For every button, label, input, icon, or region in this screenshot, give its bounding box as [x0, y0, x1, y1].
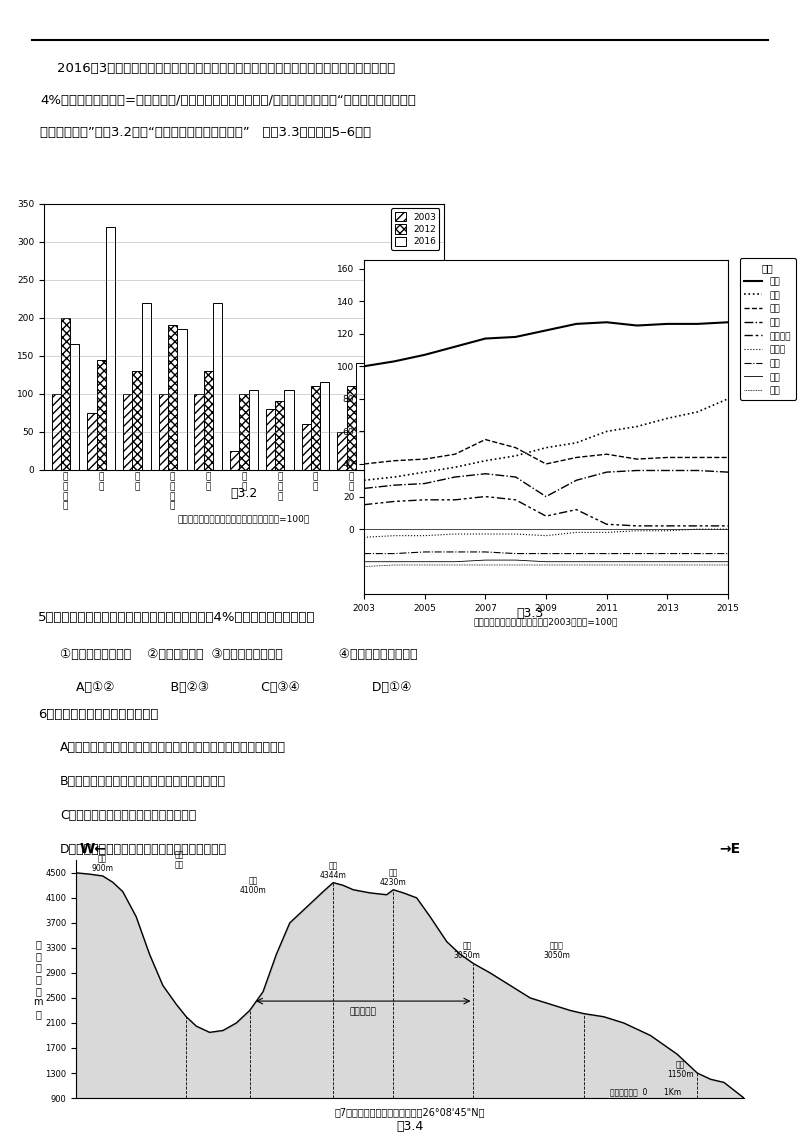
Bar: [249, 391, 258, 470]
Bar: [87, 413, 97, 470]
Bar: [106, 226, 115, 470]
Bar: [427, 402, 437, 470]
Bar: [275, 402, 284, 470]
Text: B．中国单位劳动力成本和生产效率都在持续上升: B．中国单位劳动力成本和生产效率都在持续上升: [60, 775, 226, 788]
Bar: [391, 447, 401, 470]
Bar: [61, 318, 70, 470]
Bar: [123, 394, 132, 470]
Bar: [168, 325, 178, 470]
Bar: [70, 344, 79, 470]
Text: 图3.3: 图3.3: [516, 607, 544, 620]
Bar: [310, 386, 320, 470]
Bar: [142, 302, 150, 470]
Y-axis label: 海
拔
高
度
（
m
）: 海 拔 高 度 （ m ）: [34, 940, 43, 1019]
Bar: [418, 451, 427, 470]
Text: 保护区范围: 保护区范围: [350, 1007, 377, 1017]
Bar: [266, 409, 275, 470]
Bar: [373, 439, 382, 470]
Text: 图3.2: 图3.2: [230, 487, 258, 500]
Bar: [158, 394, 168, 470]
Text: 力成本比较图”（图3.2）和“各国制造业生产率比较图”   （图3.3），回呷5–6题。: 力成本比较图”（图3.2）和“各国制造业生产率比较图” （图3.3），回呷5–6…: [40, 126, 371, 138]
Bar: [194, 394, 204, 470]
Text: 輧7子山自然保护区地势剖面图（26°08'45"N）: 輧7子山自然保护区地势剖面图（26°08'45"N）: [334, 1107, 486, 1117]
Text: →E: →E: [719, 842, 740, 856]
Bar: [204, 371, 213, 470]
Text: 6．据图分析，下列说法正确的是: 6．据图分析，下列说法正确的是: [38, 708, 158, 720]
Text: 5．中国制造业单位劳动力成本对美国的优势缩至4%，主要原因可能是因为: 5．中国制造业单位劳动力成本对美国的优势缩至4%，主要原因可能是因为: [38, 611, 316, 624]
Text: A．一般来说，发展中国家的生产效率和劳动力成本都低于发达国家: A．一般来说，发展中国家的生产效率和劳动力成本都低于发达国家: [60, 741, 286, 754]
Text: C．印度生产率和单位劳动力成本都最低: C．印度生产率和单位劳动力成本都最低: [60, 809, 196, 822]
Bar: [97, 360, 106, 470]
Text: 4%（单位劳动力成本=劳动总报酬/总产出，或平均劳动报酬/劳动生产率）。读“各国制造业单位劳动: 4%（单位劳动力成本=劳动总报酬/总产出，或平均劳动报酬/劳动生产率）。读“各国…: [40, 94, 416, 106]
Bar: [132, 371, 142, 470]
Bar: [320, 383, 330, 470]
Bar: [230, 451, 239, 470]
Bar: [213, 302, 222, 470]
Text: ①美国劳动生产率高    ②中国原料丰富  ③美国能源比较廉价              ④中国劳动力价格上涨: ①美国劳动生产率高 ②中国原料丰富 ③美国能源比较廉价 ④中国劳动力价格上涨: [60, 648, 418, 660]
X-axis label: （制造业生产效率与美国比较，2003年美国=100）: （制造业生产效率与美国比较，2003年美国=100）: [474, 617, 618, 626]
Text: 峰顶
4344m: 峰顶 4344m: [320, 861, 346, 880]
Bar: [302, 424, 310, 470]
Legend: 美国, 日本, 英国, 德国, 澳大利亚, 墨西哥, 中国, 印度, 巴西: 美国, 日本, 英国, 德国, 澳大利亚, 墨西哥, 中国, 印度, 巴西: [740, 258, 795, 400]
Bar: [382, 447, 391, 470]
Bar: [284, 391, 294, 470]
Text: 輧顶
900m: 輧顶 900m: [92, 855, 114, 873]
Bar: [338, 431, 346, 470]
Text: 輧子
3050m: 輧子 3050m: [454, 942, 480, 960]
Bar: [356, 363, 365, 470]
Bar: [346, 386, 356, 470]
Text: 横坐标比例尺  0       1Km: 横坐标比例尺 0 1Km: [610, 1088, 682, 1097]
Bar: [409, 458, 418, 470]
Text: 公路
1150m: 公路 1150m: [667, 1061, 694, 1079]
Text: 峰顶
4230m: 峰顶 4230m: [380, 868, 406, 886]
Bar: [51, 394, 61, 470]
X-axis label: （制造业单位劳动力成本与美国比较，美国=100）: （制造业单位劳动力成本与美国比较，美国=100）: [178, 515, 310, 524]
Text: 哈巴
雪山: 哈巴 雪山: [175, 850, 184, 869]
Bar: [178, 329, 186, 470]
Text: W←: W←: [80, 842, 107, 856]
Text: 哈巴
4100m: 哈巴 4100m: [240, 876, 266, 894]
Legend: 2003, 2012, 2016: 2003, 2012, 2016: [391, 208, 439, 250]
Text: 2016年3月，据相关研究报告称，中国制造业在单位劳动力成本方面，对美国的优势已缩至: 2016年3月，据相关研究报告称，中国制造业在单位劳动力成本方面，对美国的优势已…: [40, 62, 395, 75]
Bar: [239, 394, 249, 470]
Text: 图3.4: 图3.4: [396, 1120, 424, 1132]
Text: D．生产效率越高的国家，单位劳动力成本就越低: D．生产效率越高的国家，单位劳动力成本就越低: [60, 843, 227, 856]
Text: 輧子山
3050m: 輧子山 3050m: [543, 942, 570, 960]
Text: A．①②              B．②③             C．③④                  D．①④: A．①② B．②③ C．③④ D．①④: [60, 681, 411, 694]
